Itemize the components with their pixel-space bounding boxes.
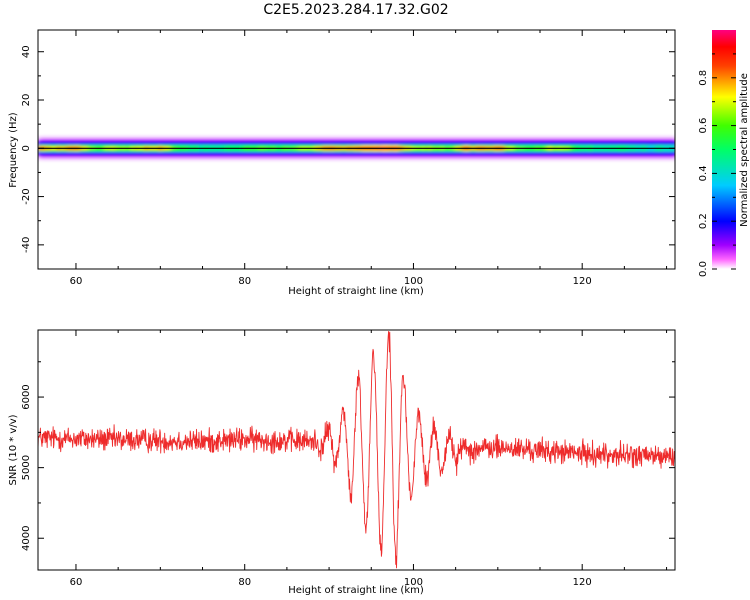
snr-ticks: 60 80 100 120 4000 5000 6000 [21,330,675,588]
x-tick-label: 80 [238,577,251,588]
y-tick-label: 5000 [21,455,32,480]
colorbar-tick-label: 0.4 [698,165,709,181]
y-tick-label: 20 [21,94,32,107]
x-tick-label: 60 [70,276,83,287]
colorbar-tick-label: 0.2 [698,213,709,229]
spectrogram-ticks: 60 80 100 120 -40 -20 0 20 40 [21,30,675,287]
snr-series-line [38,331,675,569]
colorbar-tick-label: 0.0 [698,261,709,277]
x-tick-label: 80 [238,276,251,287]
x-tick-label: 100 [404,276,423,287]
y-tick-label: 0 [21,145,32,151]
snr-panel: 60 80 100 120 4000 5000 6000 Height of straigh… [8,329,676,596]
colorbar-label: Normalized spectral amplitude [739,73,750,227]
colorbar-gradient [712,30,736,269]
colorbar-ticks: 0.0 0.2 0.4 0.6 0.8 [698,53,736,277]
y-tick-label: -20 [21,188,32,204]
spectrogram-band [38,138,675,158]
y-tick-label: -40 [21,237,32,253]
colorbar-tick-label: 0.6 [698,118,709,134]
snr-ylabel: SNR (10 * v/v) [8,414,19,485]
spectrogram-xlabel: Height of straight line (km) [288,286,424,297]
x-tick-label: 60 [70,577,83,588]
y-tick-label: 40 [21,45,32,58]
x-tick-label: 120 [573,577,592,588]
figure-title: C2E5.2023.284.17.32.G02 [263,2,448,18]
snr-frame [37,329,676,571]
spectrogram-frame [37,29,676,270]
y-tick-label: 6000 [21,384,32,409]
snr-xlabel: Height of straight line (km) [288,585,424,596]
x-tick-label: 100 [404,577,423,588]
y-tick-label: 4000 [21,526,32,551]
colorbar-tick-label: 0.8 [698,70,709,86]
spectrogram-ylabel: Frequency (Hz) [8,112,19,188]
spectrogram-panel: 60 80 100 120 -40 -20 0 20 40 Height of straight… [8,29,676,297]
x-tick-label: 120 [573,276,592,287]
colorbar: 0.0 0.2 0.4 0.6 0.8 Normalized spectral ampl… [698,30,750,277]
